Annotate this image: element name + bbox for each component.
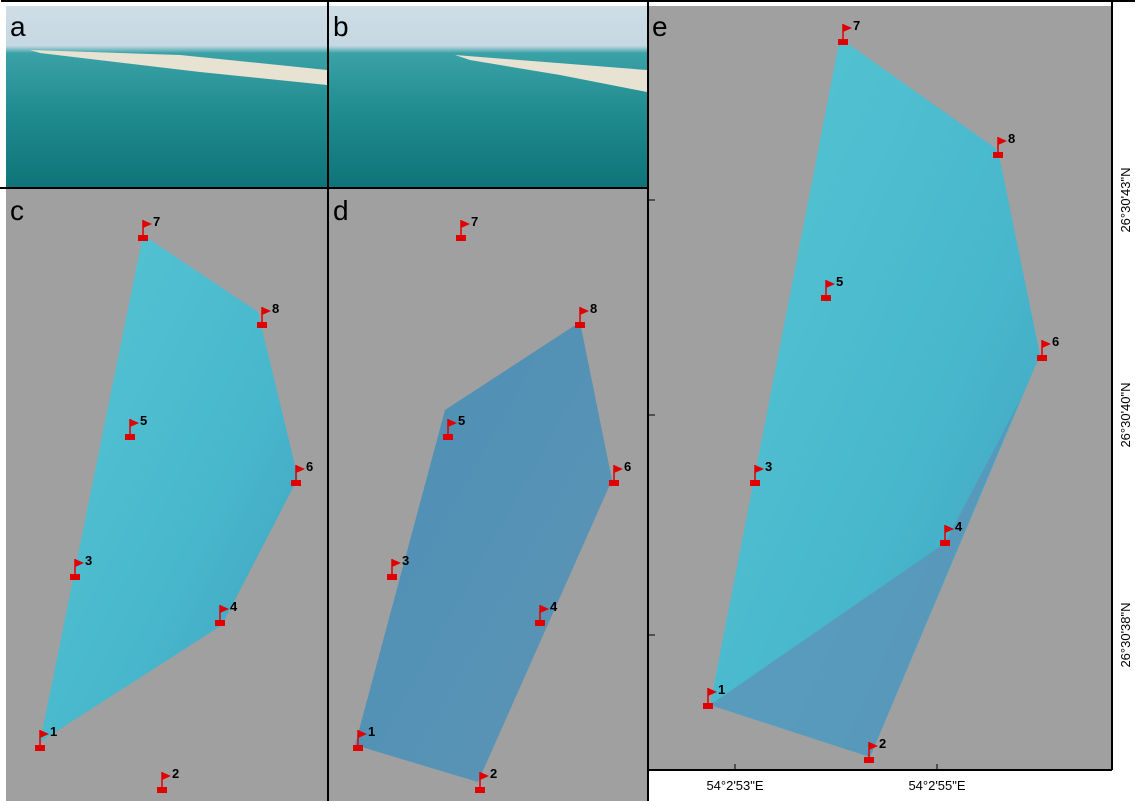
- flag-label: 2: [490, 766, 497, 781]
- panel-label: e: [652, 11, 668, 42]
- flag-base: [291, 480, 301, 486]
- flag-base: [838, 39, 848, 45]
- flag-base: [353, 745, 363, 751]
- panel-label: b: [333, 11, 349, 42]
- flag-base: [475, 787, 485, 793]
- flag-base: [70, 574, 80, 580]
- flag-label: 6: [624, 459, 631, 474]
- photo-a: [6, 6, 327, 187]
- flag-label: 4: [955, 519, 963, 534]
- flag-label: 1: [718, 682, 725, 697]
- flag-base: [257, 322, 267, 328]
- flag-base: [940, 540, 950, 546]
- flag-label: 1: [50, 724, 57, 739]
- flag-base: [535, 620, 545, 626]
- flag-base: [993, 152, 1003, 158]
- flag-label: 4: [230, 599, 238, 614]
- flag-label: 5: [836, 274, 843, 289]
- panel-label: d: [333, 195, 349, 226]
- y-axis-label: 26°30'38"N: [1118, 602, 1133, 667]
- flag-base: [1037, 355, 1047, 361]
- flag-label: 1: [368, 724, 375, 739]
- y-axis-label: 26°30'40"N: [1118, 382, 1133, 447]
- flag-base: [609, 480, 619, 486]
- flag-base: [35, 745, 45, 751]
- flag-label: 7: [853, 18, 860, 33]
- panel-label: a: [10, 11, 26, 42]
- y-axis-label: 26°30'43"N: [1118, 167, 1133, 232]
- flag-label: 4: [550, 599, 558, 614]
- flag-base: [157, 787, 167, 793]
- flag-label: 6: [1052, 334, 1059, 349]
- flag-label: 8: [590, 301, 597, 316]
- flag-base: [456, 235, 466, 241]
- flag-label: 7: [471, 214, 478, 229]
- flag-base: [821, 295, 831, 301]
- flag-label: 2: [879, 736, 886, 751]
- flag-base: [138, 235, 148, 241]
- photo-b: [329, 6, 647, 187]
- flag-base: [703, 703, 713, 709]
- flag-label: 8: [272, 301, 279, 316]
- flag-label: 2: [172, 766, 179, 781]
- flag-base: [575, 322, 585, 328]
- flag-label: 3: [85, 553, 92, 568]
- x-axis-label: 54°2'53"E: [706, 778, 763, 793]
- panel-label: c: [10, 195, 24, 226]
- flag-label: 5: [140, 413, 147, 428]
- flag-label: 3: [765, 459, 772, 474]
- flag-base: [864, 757, 874, 763]
- flag-base: [750, 480, 760, 486]
- flag-base: [443, 434, 453, 440]
- flag-base: [215, 620, 225, 626]
- flag-label: 5: [458, 413, 465, 428]
- flag-label: 6: [306, 459, 313, 474]
- flag-base: [125, 434, 135, 440]
- flag-label: 3: [402, 553, 409, 568]
- flag-base: [387, 574, 397, 580]
- figure: a b c 1 2 3 4 5 6 7 8 d 1 2 3 4 5 6 7 8 e 1 2 3 4 5 6 7 8 54°2'53"E 54…: [0, 0, 1136, 801]
- flag-label: 7: [153, 214, 160, 229]
- x-axis-label: 54°2'55"E: [908, 778, 965, 793]
- flag-label: 8: [1008, 131, 1015, 146]
